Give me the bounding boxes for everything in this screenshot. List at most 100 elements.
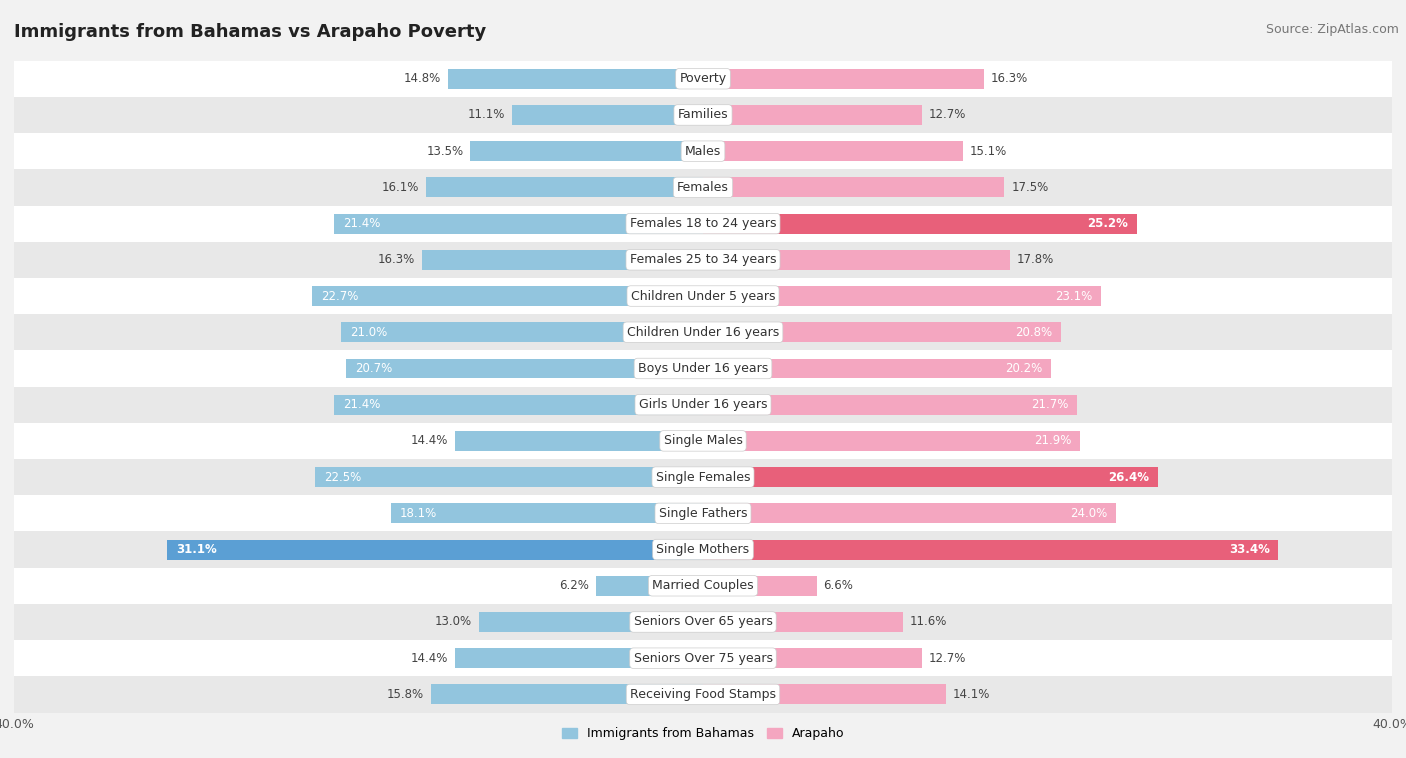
Bar	[703, 648, 922, 668]
Text: 14.4%: 14.4%	[411, 434, 449, 447]
Bar	[0, 640, 1406, 676]
Text: 14.1%: 14.1%	[953, 688, 990, 701]
Bar	[703, 286, 1101, 306]
Bar	[0, 350, 1406, 387]
Text: Females: Females	[678, 181, 728, 194]
Text: Source: ZipAtlas.com: Source: ZipAtlas.com	[1265, 23, 1399, 36]
Text: 20.8%: 20.8%	[1015, 326, 1053, 339]
Text: Children Under 5 years: Children Under 5 years	[631, 290, 775, 302]
Text: 6.2%: 6.2%	[560, 579, 589, 592]
Text: 33.4%: 33.4%	[1229, 543, 1270, 556]
Bar	[0, 531, 1406, 568]
Text: 16.3%: 16.3%	[991, 72, 1028, 85]
Text: Males: Males	[685, 145, 721, 158]
Text: 11.1%: 11.1%	[468, 108, 505, 121]
Bar	[703, 250, 1010, 270]
Bar	[0, 133, 1406, 169]
Bar	[391, 503, 703, 523]
Text: 16.1%: 16.1%	[381, 181, 419, 194]
Bar	[703, 69, 984, 89]
Bar	[430, 684, 703, 704]
Bar	[703, 395, 1077, 415]
Text: 12.7%: 12.7%	[928, 108, 966, 121]
Bar	[0, 676, 1406, 713]
Text: Single Fathers: Single Fathers	[659, 507, 747, 520]
Text: Seniors Over 75 years: Seniors Over 75 years	[634, 652, 772, 665]
Text: Females 25 to 34 years: Females 25 to 34 years	[630, 253, 776, 266]
Text: 26.4%: 26.4%	[1108, 471, 1149, 484]
Text: 13.0%: 13.0%	[434, 615, 472, 628]
Bar	[596, 576, 703, 596]
Bar	[315, 467, 703, 487]
Text: 21.9%: 21.9%	[1035, 434, 1071, 447]
Text: Single Males: Single Males	[664, 434, 742, 447]
Text: Boys Under 16 years: Boys Under 16 years	[638, 362, 768, 375]
Text: 25.2%: 25.2%	[1088, 217, 1129, 230]
Bar	[703, 105, 922, 125]
Text: Single Females: Single Females	[655, 471, 751, 484]
Text: Females 18 to 24 years: Females 18 to 24 years	[630, 217, 776, 230]
Text: 21.7%: 21.7%	[1031, 398, 1069, 411]
Bar	[471, 141, 703, 161]
Bar	[0, 604, 1406, 640]
Text: 15.1%: 15.1%	[970, 145, 1007, 158]
Text: Receiving Food Stamps: Receiving Food Stamps	[630, 688, 776, 701]
Legend: Immigrants from Bahamas, Arapaho: Immigrants from Bahamas, Arapaho	[557, 722, 849, 745]
Text: 22.7%: 22.7%	[321, 290, 359, 302]
Bar	[703, 431, 1080, 451]
Bar	[703, 359, 1050, 378]
Text: 24.0%: 24.0%	[1070, 507, 1108, 520]
Bar	[703, 467, 1157, 487]
Text: 12.7%: 12.7%	[928, 652, 966, 665]
Bar	[703, 540, 1278, 559]
Text: 21.4%: 21.4%	[343, 217, 381, 230]
Bar	[0, 314, 1406, 350]
Bar	[0, 459, 1406, 495]
Text: 18.1%: 18.1%	[399, 507, 437, 520]
Text: 6.6%: 6.6%	[824, 579, 853, 592]
Text: 21.4%: 21.4%	[343, 398, 381, 411]
Bar	[167, 540, 703, 559]
Bar	[0, 242, 1406, 278]
Text: Poverty: Poverty	[679, 72, 727, 85]
Bar	[335, 395, 703, 415]
Text: 20.2%: 20.2%	[1005, 362, 1042, 375]
Bar	[342, 322, 703, 342]
Bar	[0, 495, 1406, 531]
Bar	[0, 387, 1406, 423]
Bar	[0, 61, 1406, 97]
Text: 11.6%: 11.6%	[910, 615, 948, 628]
Bar	[703, 684, 946, 704]
Text: Children Under 16 years: Children Under 16 years	[627, 326, 779, 339]
Bar	[703, 177, 1004, 197]
Bar	[512, 105, 703, 125]
Bar	[335, 214, 703, 233]
Text: 16.3%: 16.3%	[378, 253, 415, 266]
Text: Girls Under 16 years: Girls Under 16 years	[638, 398, 768, 411]
Bar	[0, 278, 1406, 314]
Text: 22.5%: 22.5%	[323, 471, 361, 484]
Bar	[479, 612, 703, 632]
Bar	[312, 286, 703, 306]
Bar	[703, 503, 1116, 523]
Bar	[0, 205, 1406, 242]
Text: 13.5%: 13.5%	[426, 145, 464, 158]
Text: 17.8%: 17.8%	[1017, 253, 1053, 266]
Text: Single Mothers: Single Mothers	[657, 543, 749, 556]
Text: 20.7%: 20.7%	[356, 362, 392, 375]
Bar	[0, 423, 1406, 459]
Text: 14.8%: 14.8%	[404, 72, 441, 85]
Bar	[422, 250, 703, 270]
Bar	[0, 169, 1406, 205]
Text: 21.0%: 21.0%	[350, 326, 387, 339]
Bar	[0, 568, 1406, 604]
Bar	[703, 576, 817, 596]
Bar	[0, 97, 1406, 133]
Bar	[703, 141, 963, 161]
Text: Seniors Over 65 years: Seniors Over 65 years	[634, 615, 772, 628]
Bar	[703, 612, 903, 632]
Bar	[456, 648, 703, 668]
Text: Families: Families	[678, 108, 728, 121]
Bar	[703, 214, 1137, 233]
Text: 15.8%: 15.8%	[387, 688, 425, 701]
